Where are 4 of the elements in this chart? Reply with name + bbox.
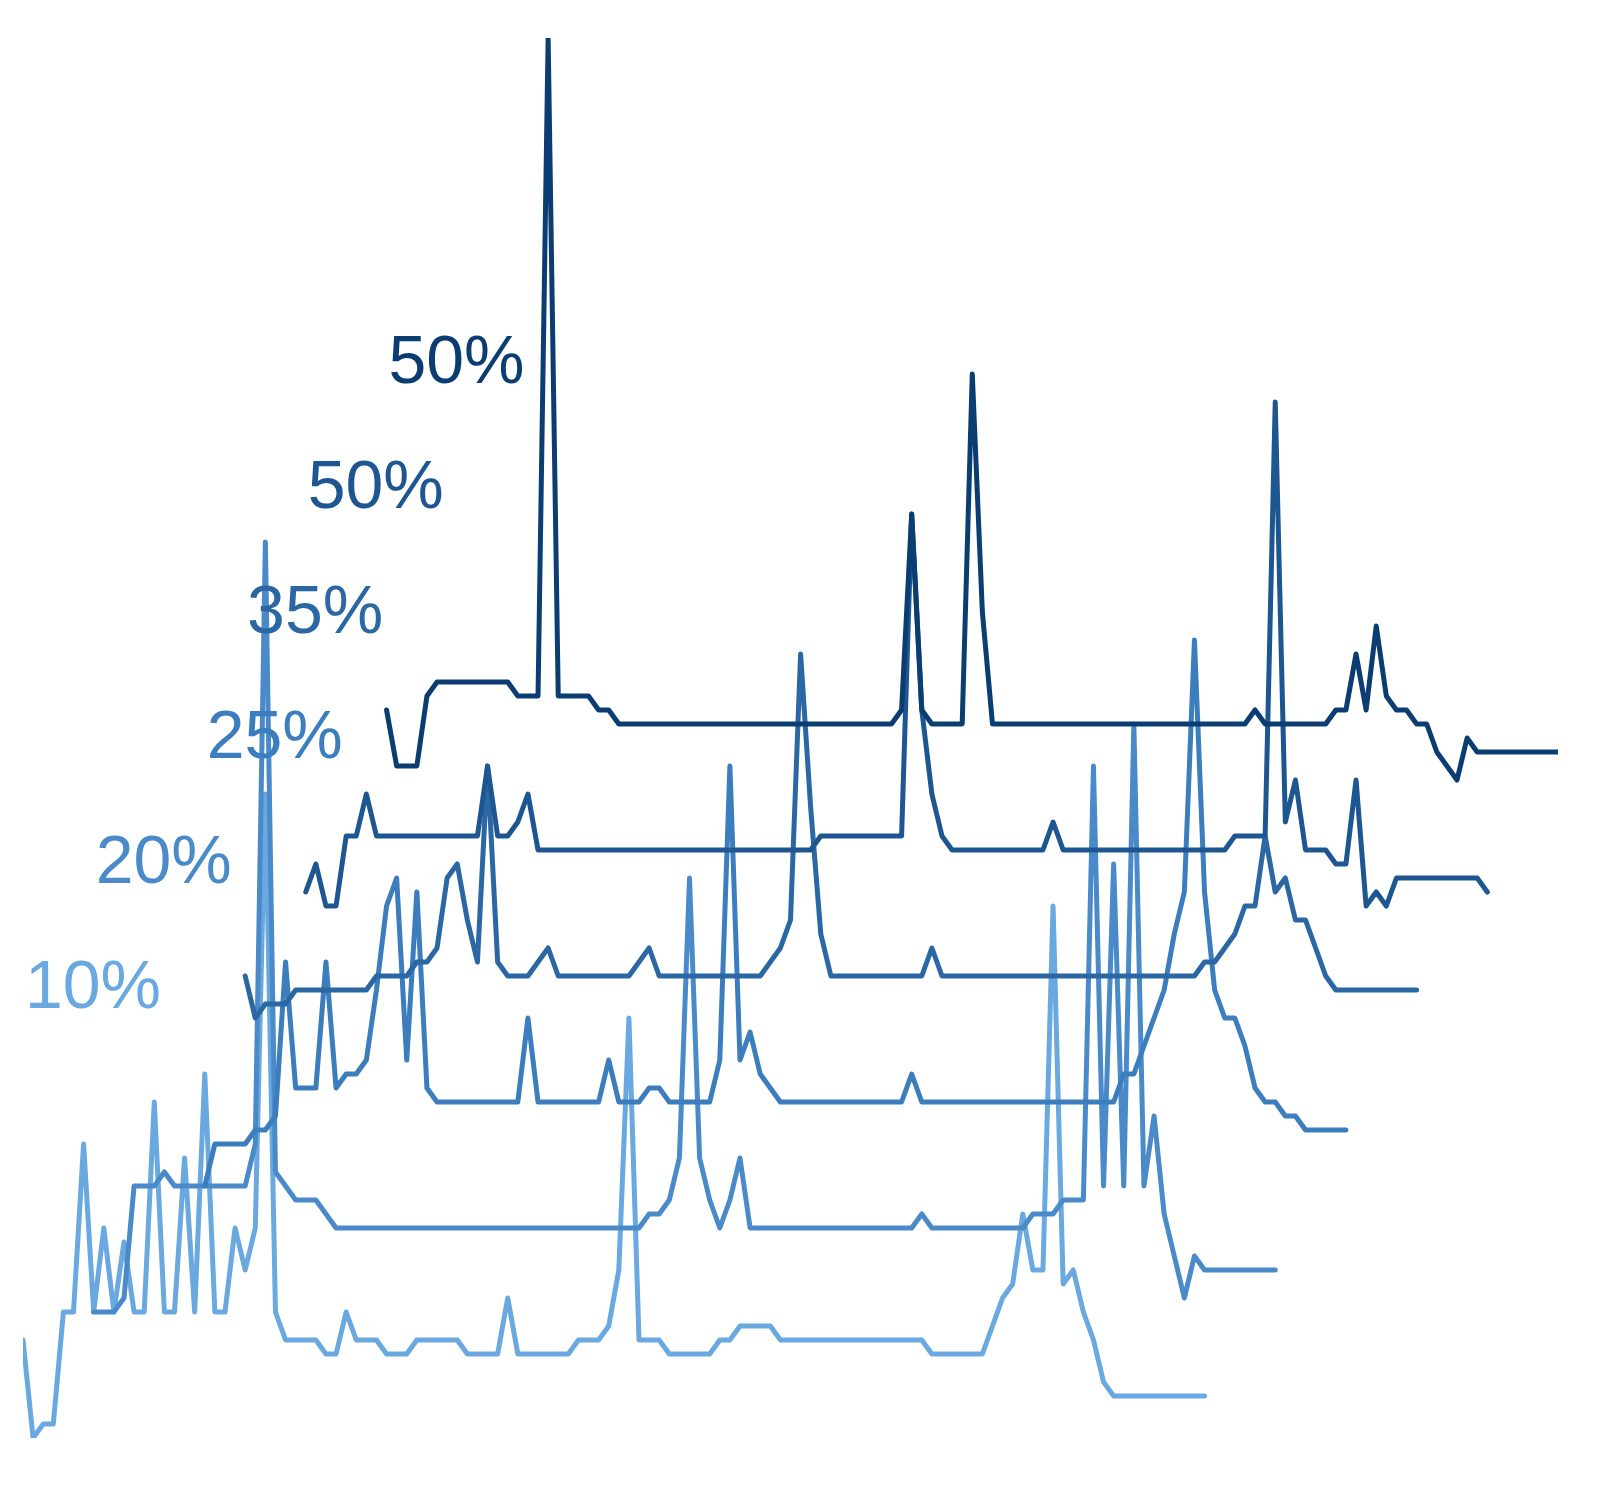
series-label: 50%	[388, 321, 525, 397]
series-label: 20%	[95, 821, 232, 897]
text: 50%	[307, 446, 444, 522]
series-label: 10%	[24, 946, 162, 1022]
